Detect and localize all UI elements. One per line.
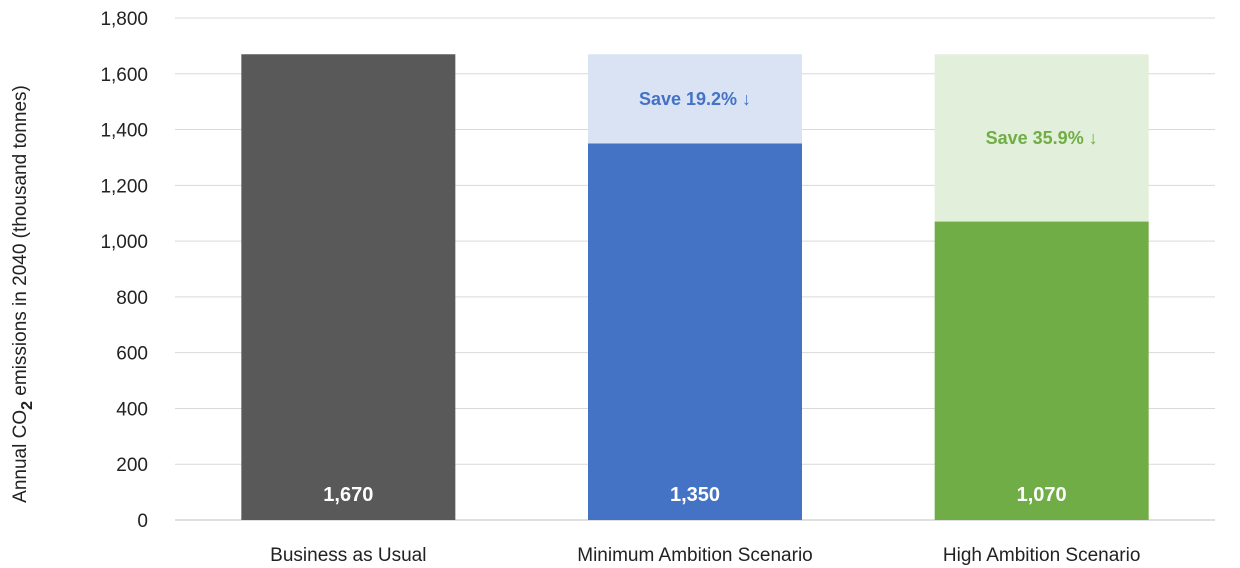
- y-axis-label-subscript: 2: [19, 401, 36, 410]
- category-label-2: High Ambition Scenario: [943, 545, 1141, 566]
- bars: [241, 54, 1149, 521]
- y-tick-label: 1,200: [100, 176, 148, 197]
- category-label-1: Minimum Ambition Scenario: [577, 545, 812, 566]
- y-axis-label-prefix: Annual CO: [10, 410, 31, 503]
- savings-bar-1: [588, 54, 802, 144]
- bar-2: [934, 221, 1149, 521]
- y-axis-label-suffix: emissions in 2040 (thousand tonnes): [10, 85, 31, 401]
- value-label-1: 1,350: [670, 484, 720, 506]
- y-tick-label: 800: [116, 288, 148, 309]
- savings-annotation-2: Save 35.9% ↓: [986, 128, 1098, 148]
- value-label-2: 1,070: [1017, 484, 1067, 506]
- y-axis-label: Annual CO2 emissions in 2040 (thousand t…: [10, 85, 36, 503]
- y-tick-label: 1,400: [100, 121, 148, 142]
- y-tick-label: 200: [116, 455, 148, 476]
- x-axis-categories: Business as Usual Minimum Ambition Scenar…: [270, 545, 1140, 566]
- value-label-0: 1,670: [323, 484, 373, 506]
- category-label-0: Business as Usual: [270, 545, 426, 566]
- y-tick-label: 1,000: [100, 232, 148, 253]
- y-tick-label: 600: [116, 344, 148, 365]
- y-tick-label: 400: [116, 399, 148, 420]
- y-tick-label: 1,800: [100, 9, 148, 30]
- y-tick-label: 0: [137, 511, 148, 532]
- savings-bars: [588, 54, 1149, 222]
- savings-bar-2: [934, 54, 1149, 222]
- y-axis-ticks: 0 200 400 600 800 1,000 1,200 1,400 1,600 1,800: [100, 9, 148, 532]
- y-tick-label: 1,600: [100, 65, 148, 86]
- bar-labels: 1,670 1,350 Save 19.2% ↓ 1,070 Save 35.9% ↓: [323, 89, 1097, 506]
- bar-1: [588, 143, 802, 520]
- bar-0: [241, 54, 456, 520]
- savings-annotation-1: Save 19.2% ↓: [639, 89, 751, 109]
